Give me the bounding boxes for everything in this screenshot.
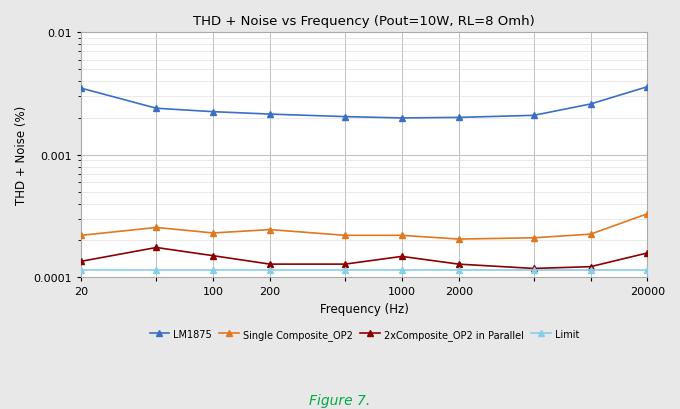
Line: Limit: Limit [78,267,650,273]
2xComposite_OP2 in Parallel [455,262,463,267]
Single Composite_OP2 [266,227,274,232]
Text: Figure 7.: Figure 7. [309,393,371,407]
LM1875 [398,116,406,121]
2xComposite_OP2 in Parallel [209,254,217,258]
Legend: LM1875, Single Composite_OP2, 2xComposite_OP2 in Parallel, Limit: LM1875, Single Composite_OP2, 2xComposit… [150,329,579,340]
LM1875 [587,102,595,107]
2xComposite_OP2 in Parallel [643,251,651,256]
LM1875 [152,106,160,111]
2xComposite_OP2 in Parallel [530,266,538,271]
Limit [152,268,160,273]
X-axis label: Frequency (Hz): Frequency (Hz) [320,302,409,315]
Limit [455,268,463,273]
Single Composite_OP2 [341,233,349,238]
2xComposite_OP2 in Parallel [77,259,85,264]
LM1875 [77,86,85,91]
Limit [209,268,217,273]
Line: 2xComposite_OP2 in Parallel: 2xComposite_OP2 in Parallel [78,245,650,272]
Y-axis label: THD + Noise (%): THD + Noise (%) [15,106,28,205]
Title: THD + Noise vs Frequency (Pout=10W, RL=8 Omh): THD + Noise vs Frequency (Pout=10W, RL=8… [193,15,535,28]
Single Composite_OP2 [455,237,463,242]
LM1875 [266,112,274,117]
LM1875 [530,114,538,119]
Single Composite_OP2 [643,212,651,217]
Single Composite_OP2 [77,233,85,238]
LM1875 [209,110,217,115]
Single Composite_OP2 [152,225,160,230]
Single Composite_OP2 [209,231,217,236]
2xComposite_OP2 in Parallel [341,262,349,267]
LM1875 [643,85,651,90]
Limit [398,268,406,273]
2xComposite_OP2 in Parallel [266,262,274,267]
2xComposite_OP2 in Parallel [587,265,595,270]
2xComposite_OP2 in Parallel [398,254,406,259]
2xComposite_OP2 in Parallel [152,245,160,250]
Limit [77,268,85,273]
Single Composite_OP2 [587,232,595,237]
Line: Single Composite_OP2: Single Composite_OP2 [78,211,650,242]
Limit [643,268,651,273]
LM1875 [455,116,463,121]
Limit [266,268,274,273]
Single Composite_OP2 [398,233,406,238]
LM1875 [341,115,349,120]
Limit [587,268,595,273]
Limit [530,268,538,273]
Limit [341,268,349,273]
Line: LM1875: LM1875 [78,85,650,121]
Single Composite_OP2 [530,236,538,240]
